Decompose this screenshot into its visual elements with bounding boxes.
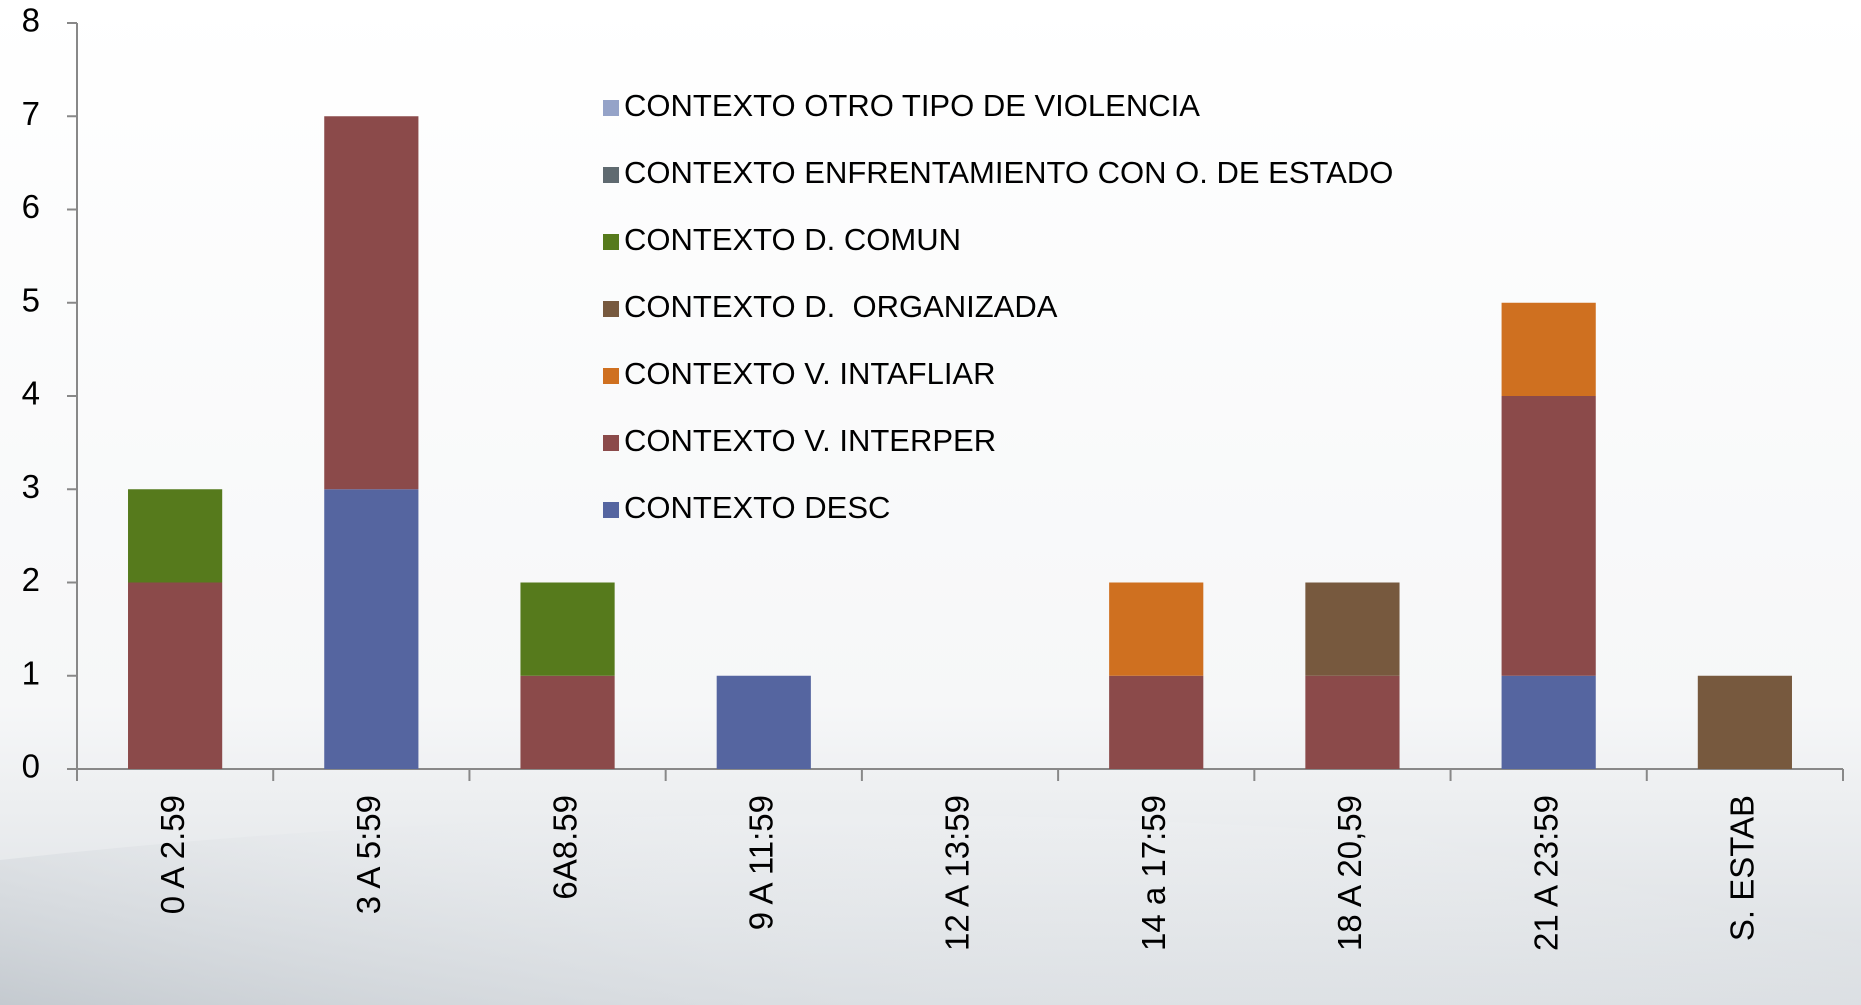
y-tick-label: 0 — [22, 748, 40, 785]
x-tick-label: S. ESTAB — [1724, 795, 1761, 941]
legend-label: CONTEXTO D. COMUN — [624, 222, 961, 257]
legend-swatch — [603, 368, 619, 384]
bar-segment — [1305, 582, 1400, 676]
legend-label: CONTEXTO V. INTERPER — [624, 423, 996, 458]
y-tick-label: 2 — [22, 561, 40, 598]
bar-segment — [128, 489, 223, 583]
legend-label: CONTEXTO D. ORGANIZADA — [624, 289, 1058, 324]
y-tick-label: 3 — [22, 468, 40, 505]
y-tick-label: 4 — [22, 375, 40, 412]
y-tick-label: 6 — [22, 188, 40, 225]
bar-segment — [520, 582, 615, 676]
legend-swatch — [603, 167, 619, 183]
bar-segment — [1697, 675, 1792, 769]
legend-swatch — [603, 234, 619, 250]
x-tick-label: 14 a 17:59 — [1135, 795, 1172, 951]
bar-segment — [324, 116, 419, 490]
legend-swatch — [603, 100, 619, 116]
legend-label: CONTEXTO V. INTAFLIAR — [624, 356, 996, 391]
bar-segment — [716, 675, 811, 769]
x-tick-label: 12 A 13:59 — [939, 795, 976, 951]
bar-segment — [1501, 396, 1596, 676]
x-tick-label: 0 A 2.59 — [154, 795, 191, 914]
legend-label: CONTEXTO DESC — [624, 490, 890, 525]
y-tick-label: 8 — [22, 2, 40, 39]
bar-segment — [324, 489, 419, 769]
y-tick-label: 1 — [22, 654, 40, 691]
bar-segment — [520, 675, 615, 769]
bar-segment — [1501, 302, 1596, 396]
x-tick-label: 21 A 23:59 — [1527, 795, 1564, 951]
y-tick-label: 7 — [22, 95, 40, 132]
bar-segment — [1501, 675, 1596, 769]
x-tick-label: 18 A 20,59 — [1331, 795, 1368, 951]
background-sweep — [0, 814, 1861, 1005]
legend-label: CONTEXTO ENFRENTAMIENTO CON O. DE ESTADO — [624, 155, 1393, 190]
bar-segment — [1109, 582, 1204, 676]
x-tick-label: 3 A 5:59 — [350, 795, 387, 914]
bar-segment — [1305, 675, 1400, 769]
x-tick-label: 9 A 11:59 — [742, 795, 779, 930]
bar-segment — [1109, 675, 1204, 769]
bar-segment — [128, 582, 223, 769]
legend-swatch — [603, 301, 619, 317]
legend-label: CONTEXTO OTRO TIPO DE VIOLENCIA — [624, 88, 1200, 123]
legend-swatch — [603, 435, 619, 451]
legend-swatch — [603, 502, 619, 518]
y-tick-label: 5 — [22, 281, 40, 318]
x-tick-label: 6A8.59 — [546, 795, 583, 900]
